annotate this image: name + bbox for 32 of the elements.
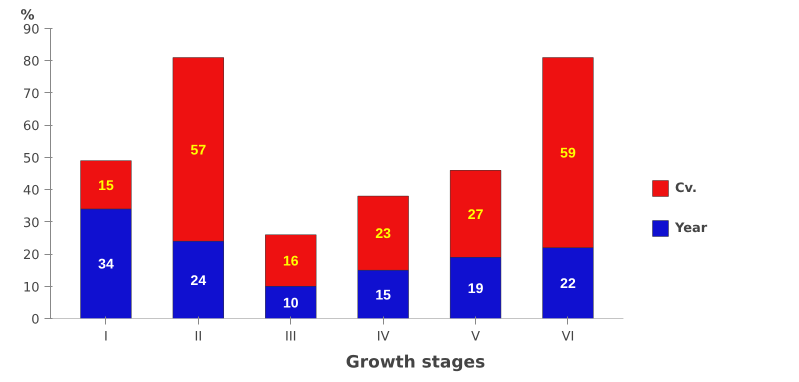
x-tick-label: III (285, 330, 297, 344)
x-tick-label: IV (376, 330, 390, 344)
x-tick-label: V (471, 330, 480, 344)
y-tick-label: 20 (22, 248, 40, 264)
data-label: 57 (190, 141, 206, 158)
x-tick-label: I (104, 330, 108, 344)
y-tick-label: 70 (22, 86, 40, 102)
data-label: 34 (98, 256, 114, 272)
legend-label: Cv. (675, 180, 697, 196)
y-tick-label: 60 (22, 119, 40, 134)
x-tick-label: II (194, 330, 202, 344)
data-label: 10 (282, 294, 299, 310)
y-tick-label: 0 (31, 312, 40, 328)
y-tick-label: 10 (22, 280, 40, 296)
x-tick-label: VI (562, 330, 574, 344)
x-axis-title: Growth stages (346, 352, 486, 372)
y-tick-label: 30 (22, 216, 40, 231)
data-label: 15 (375, 286, 392, 302)
y-tick-label: 90 (22, 22, 40, 38)
data-label: 23 (375, 225, 392, 242)
y-axis-title: % (20, 8, 35, 24)
data-label: 16 (282, 252, 299, 268)
data-label: 19 (468, 280, 484, 296)
data-label: 59 (560, 144, 576, 161)
data-label: 27 (468, 206, 484, 222)
data-label: 22 (560, 275, 576, 292)
y-tick-label: 80 (22, 54, 40, 70)
legend-label: Year (675, 220, 708, 236)
y-tick-label: 40 (22, 184, 40, 199)
y-tick-label: 50 (22, 151, 40, 166)
data-label: 24 (190, 272, 206, 288)
data-label: 15 (98, 176, 114, 193)
